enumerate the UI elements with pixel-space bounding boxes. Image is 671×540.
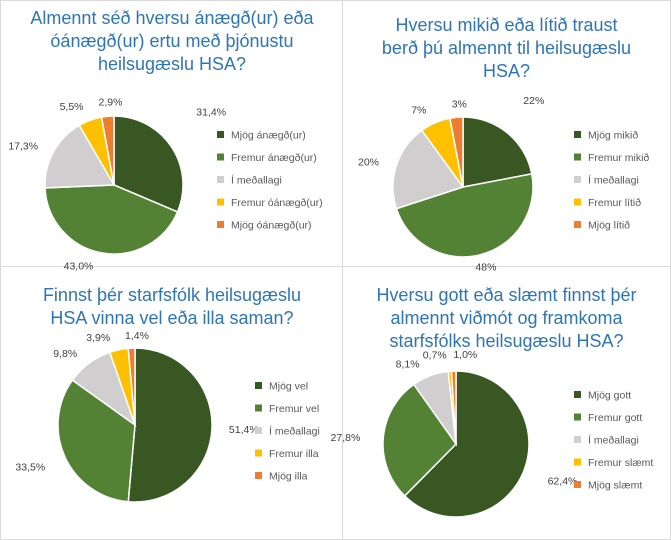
- legend-swatch: [574, 131, 581, 138]
- data-label: 0,7%: [423, 349, 447, 361]
- legend-swatch: [574, 436, 581, 443]
- legend-label: Mjög lítið: [588, 220, 630, 232]
- legend-swatch: [217, 131, 224, 138]
- legend-label: Mjög slæmt: [588, 480, 642, 492]
- pie-slice-fremur-mikid: [395, 173, 534, 258]
- data-label: 51,4%: [229, 424, 259, 436]
- pie-slice-fremur-anaegd-ur: [44, 184, 179, 255]
- legend-label: Mjög óánægð(ur): [231, 220, 312, 232]
- data-label: 22%: [523, 95, 544, 107]
- legend-label: Mjög illa: [269, 471, 308, 483]
- data-label: 48%: [475, 261, 496, 273]
- chart-title: Almennt séð hversu ánægð(ur) eða óánægð(…: [30, 8, 314, 74]
- legend: Mjög vel Fremur vel Í meðallagi Fremur illa…: [255, 381, 320, 483]
- legend-label: Fremur lítið: [588, 197, 641, 209]
- data-label: 7%: [411, 105, 426, 117]
- data-label: 33,5%: [15, 462, 45, 474]
- legend-label: Mjög vel: [269, 381, 308, 393]
- legend: Mjög mikið Fremur mikið Í meðallagi Fremur …: [574, 130, 649, 232]
- data-label: 9,8%: [53, 348, 77, 360]
- pie-slice-mjog-vel: [127, 347, 213, 503]
- data-label: 5,5%: [60, 101, 84, 113]
- legend-swatch: [574, 481, 581, 488]
- data-label: 3,9%: [86, 332, 110, 344]
- data-label: 20%: [358, 157, 379, 169]
- legend-swatch: [217, 198, 224, 206]
- data-label: 3%: [452, 98, 467, 110]
- legend-swatch: [255, 472, 262, 479]
- pie-chart-trust: 22% 48% 20% 7% 3% Mjög mikið Fremur mikið Í með…: [358, 95, 649, 274]
- legend-swatch: [574, 413, 581, 421]
- pie-slice-i-medallagi: [44, 124, 116, 189]
- legend: Mjög gott Fremur gott Í meðallagi Fremur sl…: [574, 390, 653, 492]
- pie-slice-mjog-litid: [449, 116, 464, 188]
- legend-swatch: [574, 176, 581, 183]
- data-label: 31,4%: [196, 107, 226, 119]
- pie-chart-teamwork: 51,4% 33,5% 9,8% 3,9% 1,4% Mjög vel Fremur vel…: [15, 330, 320, 503]
- chart-title: Hversu mikið eða lítið traust berð þú al…: [381, 15, 632, 81]
- data-label: 2,9%: [99, 96, 123, 108]
- pie-slice-fremur-gott: [382, 383, 457, 498]
- legend-label: Fremur gott: [588, 412, 642, 424]
- legend-swatch: [574, 153, 581, 161]
- chart-panel-trust: Hversu mikið eða lítið traust berð þú al…: [343, 1, 670, 274]
- legend-label: Mjög ánægð(ur): [231, 130, 306, 142]
- legend-swatch: [574, 221, 581, 228]
- pie-chart-satisfaction: 31,4% 43,0% 17,3% 5,5% 2,9% Mjög ánægð(ur) Fre…: [8, 96, 323, 272]
- pie-slice-fremur-vel: [57, 379, 136, 503]
- data-label: 27,8%: [331, 432, 361, 444]
- legend-label: Í meðallagi: [588, 174, 639, 187]
- legend-swatch: [255, 449, 262, 457]
- chart-panel-staff-conduct: Hversu gott eða slæmt finnst þér almennt…: [331, 267, 670, 539]
- chart-panel-teamwork: Finnst þér starfsfólk heilsugæslu HSA vi…: [1, 267, 343, 539]
- chart-panel-satisfaction: Almennt séð hversu ánægð(ur) eða óánægð(…: [1, 1, 343, 273]
- legend-swatch: [255, 382, 262, 389]
- legend-swatch: [255, 427, 262, 434]
- pie-slice-mjog-mikid: [462, 116, 533, 188]
- legend-label: Í meðallagi: [231, 174, 282, 187]
- chart-title: Finnst þér starfsfólk heilsugæslu HSA vi…: [42, 285, 302, 328]
- legend-label: Mjög gott: [588, 390, 631, 402]
- legend-swatch: [574, 198, 581, 206]
- legend-swatch: [217, 153, 224, 161]
- legend-swatch: [217, 176, 224, 183]
- pie-slice-mjog-illa: [127, 347, 136, 426]
- data-label: 17,3%: [8, 141, 38, 153]
- legend-swatch: [255, 404, 262, 412]
- data-label: 62,4%: [548, 476, 578, 488]
- legend-label: Mjög mikið: [588, 130, 638, 142]
- pie-chart-staff-conduct: 62,4% 27,8% 8,1%0,7% 1,0% Mjög gott Fremur go…: [331, 349, 653, 518]
- pie-slice-mjog-gott: [403, 370, 530, 518]
- legend-swatch: [574, 391, 581, 398]
- legend: Mjög ánægð(ur) Fremur ánægð(ur) Í meðallag…: [217, 130, 323, 232]
- pie-slice-mjog-slaemt: [450, 370, 457, 445]
- data-label: 1,0%: [453, 349, 477, 361]
- legend-label: Fremur óánægð(ur): [231, 197, 323, 209]
- pie-slice-i-medallagi: [392, 129, 465, 210]
- legend-label: Fremur illa: [269, 448, 319, 460]
- legend-label: Fremur mikið: [588, 152, 649, 164]
- legend-label: Í meðallagi: [588, 434, 639, 447]
- legend-label: Fremur vel: [269, 403, 319, 415]
- chart-title: Hversu gott eða slæmt finnst þér almennt…: [376, 285, 637, 351]
- data-label: 1,4%: [125, 330, 149, 342]
- legend-label: Í meðallagi: [269, 425, 320, 438]
- pie-slice-mjog-anaegd-ur: [113, 115, 184, 213]
- pie-slice-mjog-oanaegd-ur: [100, 115, 115, 186]
- legend-swatch: [574, 458, 581, 466]
- legend-label: Fremur slæmt: [588, 457, 653, 469]
- data-label: 8,1%: [396, 359, 420, 371]
- legend-swatch: [217, 221, 224, 228]
- legend-label: Fremur ánægð(ur): [231, 152, 317, 164]
- data-label: 43,0%: [64, 261, 94, 273]
